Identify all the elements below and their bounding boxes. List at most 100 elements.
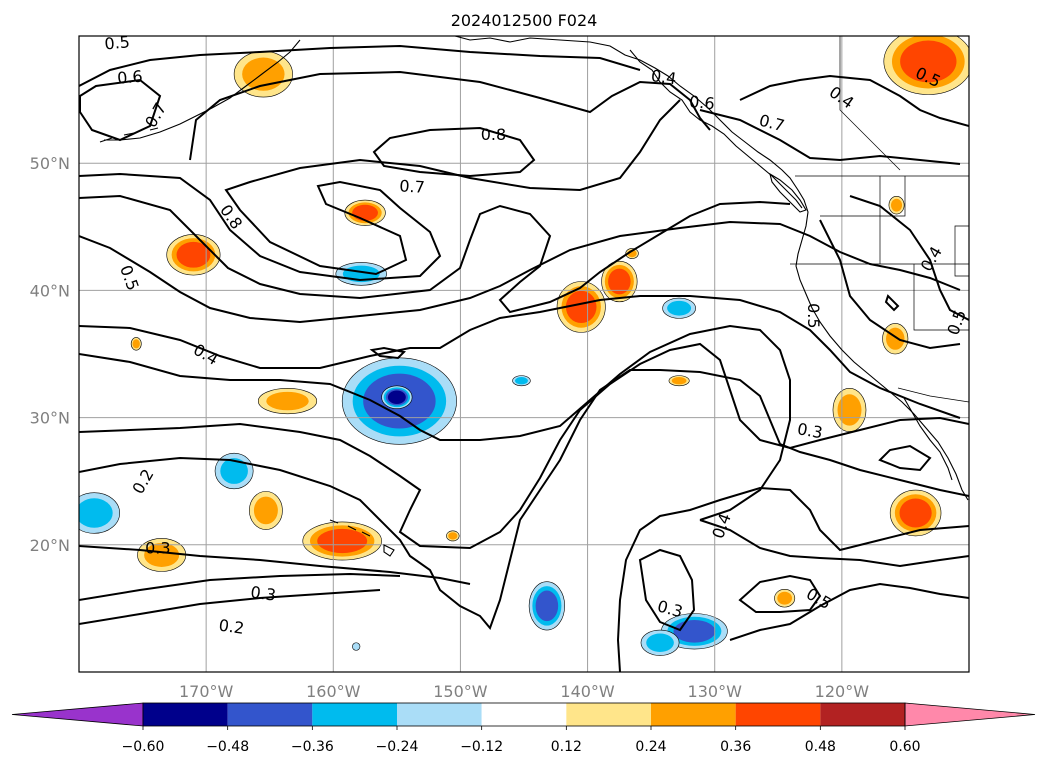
contour-line [79,295,961,419]
colorbar-box [735,703,821,726]
shaded-area [888,195,905,215]
shaded-level [890,198,903,212]
colorbar-tick-label: −0.48 [206,739,249,755]
colorbar-box [651,703,736,726]
contour-line [189,70,711,161]
us-mexico-border [897,387,969,403]
contour-label: 0.2 [218,616,246,638]
shaded-area [257,388,318,415]
shaded-level [671,377,687,385]
shaded-level [448,532,458,540]
contour-line [79,324,791,521]
hawaii-islands [329,519,395,557]
shaded-level [132,339,140,349]
shaded-area [774,589,796,608]
shaded-area [249,491,283,530]
colorbar-tick-label: 0.36 [720,739,751,755]
shaded-area [512,375,531,387]
shaded-level [144,542,180,567]
contour-line [739,74,969,127]
shaded-area [79,492,120,534]
shaded-level [900,40,957,83]
contour-line [79,44,641,87]
shaded-area [302,521,382,561]
contour-line [79,545,471,585]
longitude-label: 150°W [433,682,488,701]
southeast-alaska-islands [629,49,803,209]
shaded-area [335,262,387,286]
colorbar-tick-label: −0.36 [291,739,334,755]
vancouver-island [769,172,807,213]
colorbar-box [481,703,567,726]
shaded-level [837,394,862,426]
north-america-west-coastline [454,36,969,501]
longitude-label: 120°W [815,682,870,701]
latitude-label: 50°N [30,154,70,173]
shaded-area [661,613,728,650]
state-borders [790,176,969,331]
shaded-area [883,36,969,95]
colorbar-tick-label: −0.12 [460,739,503,755]
shaded-area [166,234,221,276]
shaded-area [668,375,690,387]
contour-label: 0.8 [481,125,506,144]
contour-line [819,219,961,350]
colorbar-box [312,703,397,726]
longitude-label: 160°W [306,682,361,701]
colorbar-tick-label: 0.12 [551,739,582,755]
shaded-level [266,391,309,411]
colorbar-tick-label: 0.24 [635,739,666,755]
contour-label: 0.3 [145,538,170,557]
shaded-level [317,528,368,554]
shaded-level [176,241,211,268]
shaded-level [79,498,113,528]
latitude-label: 20°N [30,536,70,555]
contour-line [699,519,969,568]
contour-line [79,369,969,630]
longitude-tick-labels: 170°W 160°W 150°W 140°W 130°W 120°W [179,682,869,701]
contour-label: 0.7 [399,176,425,196]
shaded-level [886,327,905,350]
shaded-anomaly-layer [79,36,969,656]
map-title: 2024012500 F024 [451,11,598,30]
shaded-area [214,452,254,490]
latitude-label: 40°N [30,281,70,300]
contour-line [79,194,791,314]
contour-line [79,99,681,282]
shaded-area [130,337,142,351]
shaded-level [535,590,559,622]
contour-label: 0.6 [116,67,143,88]
colorbar-tick-label: 0.60 [889,739,920,755]
colorbar-box [227,703,313,726]
contour-line [79,78,162,142]
latitude-label: 30°N [30,409,70,428]
contour-line [738,574,822,613]
shaded-area [381,385,413,409]
contour-lines [79,44,969,672]
contour-line [616,486,969,672]
contour-label: 0.5 [804,303,823,328]
gulf-of-california-coastline [903,397,953,481]
contour-label: 0.3 [796,419,824,442]
contour-label: 0.3 [249,582,277,604]
shaded-area [662,297,696,319]
shaded-area [344,199,386,226]
contour-label: 0.5 [104,32,131,53]
colorbar-box [397,703,482,726]
colorbar-box [820,703,905,726]
shaded-level [899,498,932,528]
contour-line [638,548,696,632]
contour-line [849,195,969,321]
map-border [78,35,970,673]
contour-line [878,444,932,472]
shaded-level [253,496,278,525]
longitude-label: 170°W [179,682,234,701]
colorbar: −0.60 −0.48 −0.36 −0.24 −0.12 0.12 0.24 0.36 0.4… [11,702,1036,755]
graticule [79,36,969,672]
shaded-area [832,388,867,432]
colorbar-tick-label: 0.48 [805,739,836,755]
shaded-level [387,390,406,404]
latitude-tick-labels: 50°N 40°N 30°N 20°N [30,154,70,555]
colorbar-box [143,703,228,726]
